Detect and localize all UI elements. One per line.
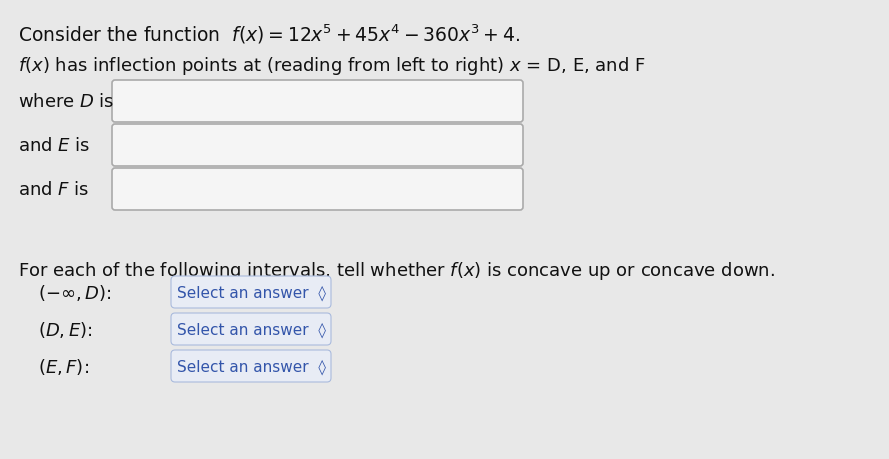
FancyBboxPatch shape xyxy=(112,81,523,123)
Text: For each of the following intervals, tell whether $f(x)$ is concave up or concav: For each of the following intervals, tel… xyxy=(18,259,775,281)
Text: Select an answer  ◊: Select an answer ◊ xyxy=(177,285,325,300)
Text: $(-\infty, D)$:: $(-\infty, D)$: xyxy=(38,282,111,302)
Text: Select an answer  ◊: Select an answer ◊ xyxy=(177,321,325,337)
FancyBboxPatch shape xyxy=(112,168,523,211)
FancyBboxPatch shape xyxy=(171,276,331,308)
Text: Select an answer  ◊: Select an answer ◊ xyxy=(177,358,325,374)
FancyBboxPatch shape xyxy=(112,125,523,167)
Text: $(D, E)$:: $(D, E)$: xyxy=(38,319,92,339)
FancyBboxPatch shape xyxy=(171,313,331,345)
FancyBboxPatch shape xyxy=(171,350,331,382)
Text: and $E$ is: and $E$ is xyxy=(18,137,90,155)
Text: and $F$ is: and $F$ is xyxy=(18,180,89,199)
Text: where $D$ is: where $D$ is xyxy=(18,93,115,111)
Text: Consider the function  $f(x) = 12x^5 + 45x^4 - 360x^3 + 4$.: Consider the function $f(x) = 12x^5 + 45… xyxy=(18,22,520,45)
Text: $f(x)$ has inflection points at (reading from left to right) $x$ = D, E, and F: $f(x)$ has inflection points at (reading… xyxy=(18,55,645,77)
Text: $(E, F)$:: $(E, F)$: xyxy=(38,356,89,376)
